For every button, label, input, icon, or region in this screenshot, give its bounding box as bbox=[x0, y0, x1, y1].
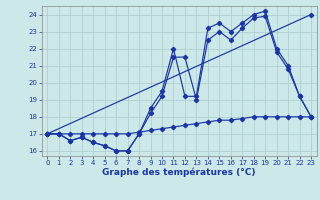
X-axis label: Graphe des températures (°C): Graphe des températures (°C) bbox=[102, 168, 256, 177]
